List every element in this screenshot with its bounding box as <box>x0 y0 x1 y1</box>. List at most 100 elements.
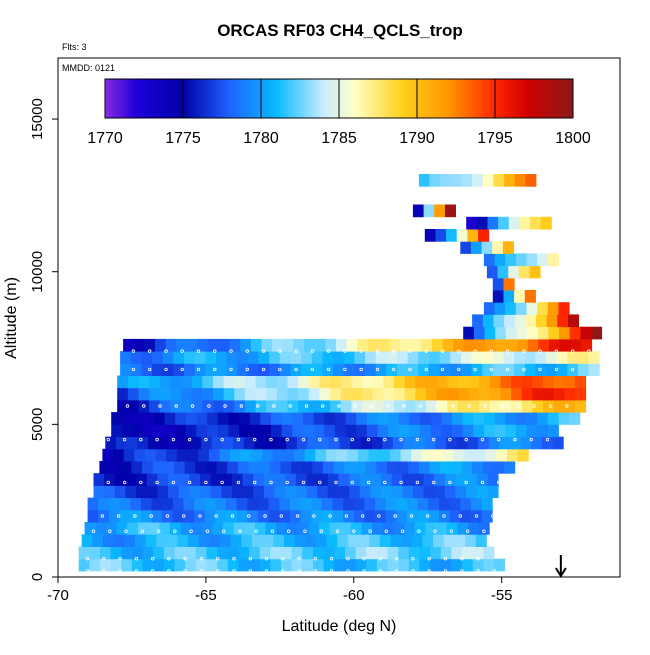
heatmap-cell <box>138 399 150 413</box>
heatmap-cell <box>237 351 249 364</box>
track-point <box>199 557 204 561</box>
track-point <box>329 569 334 573</box>
heatmap-cell <box>428 497 440 511</box>
track-point <box>359 349 363 353</box>
track-point <box>432 437 436 442</box>
heatmap-cell <box>401 534 413 547</box>
heatmap-cell <box>531 436 543 450</box>
heatmap-cell <box>500 399 512 413</box>
heatmap-cell <box>195 546 207 560</box>
track-point <box>310 367 315 372</box>
y-axis: 0 5000 10000 15000 <box>29 98 58 581</box>
heatmap-cell <box>93 485 105 499</box>
heatmap-cell <box>471 363 483 376</box>
track-point <box>395 557 399 561</box>
heatmap-cell <box>495 326 507 340</box>
heatmap-cell <box>272 448 284 462</box>
track-point <box>198 514 202 518</box>
heatmap-cell <box>532 387 544 401</box>
heatmap-cell <box>450 174 462 187</box>
heatmap-cell <box>368 448 380 462</box>
heatmap-cell <box>157 473 169 486</box>
track-point <box>318 437 322 442</box>
heatmap-cell <box>184 461 196 474</box>
heatmap-cell <box>440 174 452 187</box>
heatmap-cell <box>127 522 139 535</box>
heatmap-cell <box>236 497 248 511</box>
track-point <box>236 480 241 485</box>
heatmap-cell <box>178 485 190 499</box>
heatmap-cell <box>326 534 338 547</box>
heatmap-cell <box>482 461 494 474</box>
heatmap-cell <box>319 399 331 413</box>
heatmap-cell <box>356 412 368 425</box>
heatmap-cell <box>108 497 120 511</box>
heatmap-cell <box>506 338 518 352</box>
track-point <box>457 349 461 353</box>
heatmap-cell <box>492 290 504 303</box>
heatmap-cell <box>409 424 421 438</box>
heatmap-cell <box>138 387 150 401</box>
track-point <box>434 404 439 408</box>
heatmap-cell <box>131 546 143 560</box>
track-point <box>587 349 591 353</box>
track-point <box>247 514 251 518</box>
heatmap-cell <box>547 424 559 438</box>
heatmap-cell <box>543 387 555 401</box>
heatmap-cell <box>325 338 337 352</box>
heatmap-cell <box>580 326 592 340</box>
heatmap-cell <box>471 351 483 364</box>
heatmap-cell <box>591 326 603 340</box>
heatmap-cell <box>197 338 209 352</box>
heatmap-cell <box>159 522 171 535</box>
track-point <box>369 404 374 408</box>
flights-annotation: Flts: 3 <box>62 42 87 52</box>
track-point <box>134 557 139 561</box>
heatmap-cell <box>375 363 387 376</box>
heatmap-cell <box>243 436 255 450</box>
track-point <box>214 514 218 518</box>
heatmap-cell <box>403 436 415 450</box>
heatmap-cell <box>180 522 192 535</box>
heatmap-cell <box>208 448 220 462</box>
heatmap-cell <box>111 412 123 425</box>
heatmap-cell <box>450 363 462 376</box>
heatmap-cell <box>319 375 331 389</box>
track-point <box>326 349 331 353</box>
track-point <box>476 557 480 561</box>
heatmap-cell <box>430 558 442 572</box>
heatmap-cell <box>440 558 452 572</box>
heatmap-cell <box>100 546 112 560</box>
track-point <box>215 569 220 573</box>
heatmap-cell <box>146 473 158 486</box>
heatmap-cell <box>304 448 316 462</box>
track-point <box>424 367 428 372</box>
heatmap-cell <box>185 412 197 425</box>
heatmap-cell <box>324 412 336 425</box>
heatmap-cell <box>343 509 355 523</box>
track-point <box>346 569 350 573</box>
heatmap-cell <box>389 448 401 462</box>
heatmap-cell <box>323 546 335 560</box>
heatmap-cell <box>238 546 250 560</box>
heatmap-cell <box>253 485 265 499</box>
heatmap-cell <box>520 436 532 450</box>
heatmap-cell <box>408 546 420 560</box>
heatmap-cell <box>452 424 464 438</box>
heatmap-cell <box>270 558 282 572</box>
colorbar-tick-label: 1790 <box>399 130 435 147</box>
heatmap-cell <box>148 522 160 535</box>
heatmap-cell <box>213 387 225 401</box>
heatmap-cell <box>510 436 522 450</box>
arrow-marker <box>554 555 567 578</box>
heatmap-cell <box>526 424 538 438</box>
heatmap-cell <box>292 412 304 425</box>
heatmap-cell <box>524 363 536 376</box>
heatmap-cell <box>324 424 336 438</box>
track-point <box>343 367 347 372</box>
heatmap-cell <box>205 461 217 474</box>
heatmap-cell <box>489 399 501 413</box>
heatmap-cell <box>457 387 469 401</box>
heatmap-cell <box>176 448 188 462</box>
heatmap-cell <box>564 375 576 389</box>
